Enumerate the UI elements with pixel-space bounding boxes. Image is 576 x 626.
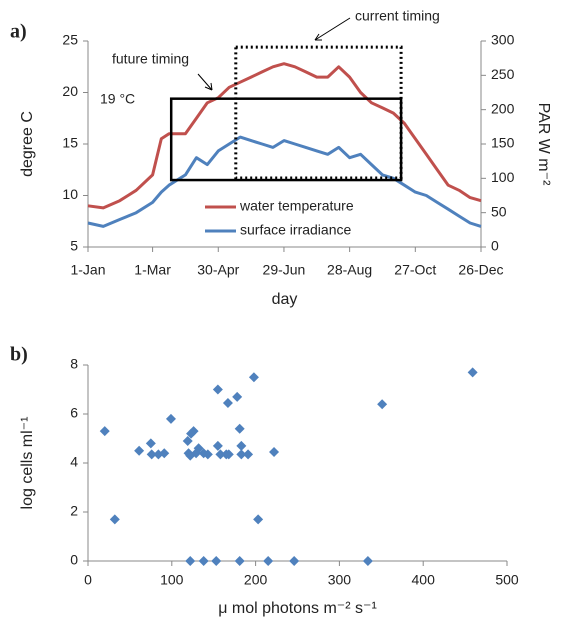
data-line bbox=[87, 62, 482, 210]
x-tick-label: 30-Apr bbox=[197, 262, 239, 278]
y-tick-label: 20 bbox=[62, 83, 78, 99]
y2-tick-label: 50 bbox=[491, 203, 507, 219]
x-tick-label: 28-Aug bbox=[327, 262, 372, 278]
y-tick-label: 0 bbox=[70, 552, 78, 568]
scatter-point bbox=[212, 440, 223, 451]
y-tick-label: 15 bbox=[62, 135, 78, 151]
box-label: future timing bbox=[112, 51, 189, 67]
scatter-point bbox=[202, 449, 213, 460]
y-axis-title: log cells ml⁻¹ bbox=[19, 417, 36, 510]
scatter-point bbox=[234, 423, 245, 434]
scatter-point bbox=[159, 448, 170, 459]
scatter-point bbox=[211, 556, 222, 566]
scatter-point bbox=[99, 426, 110, 437]
scatter-point bbox=[236, 440, 247, 451]
scatter-point bbox=[185, 556, 196, 566]
y2-tick-label: 150 bbox=[491, 135, 515, 151]
scatter-point bbox=[191, 448, 202, 459]
arrow-head bbox=[314, 33, 322, 41]
x-tick-label: 26-Dec bbox=[458, 262, 503, 278]
y2-tick-label: 200 bbox=[491, 100, 515, 116]
scatter-point bbox=[248, 372, 259, 383]
scatter-point bbox=[198, 556, 209, 566]
x-tick-label: 1-Mar bbox=[134, 262, 171, 278]
scatter-point bbox=[263, 556, 274, 566]
timing-box bbox=[234, 45, 403, 180]
scatter-point bbox=[146, 449, 157, 460]
scatter-point bbox=[234, 556, 245, 566]
x-tick-label: 100 bbox=[160, 572, 184, 588]
box-label: current timing bbox=[355, 8, 440, 24]
scatter-point bbox=[289, 556, 300, 566]
scatter-point bbox=[215, 449, 226, 460]
y-tick-label: 8 bbox=[70, 356, 78, 372]
legend-label: water temperature bbox=[239, 198, 354, 214]
scatter-point bbox=[269, 446, 280, 457]
x-tick-label: 1-Jan bbox=[70, 262, 105, 278]
y-tick-label: 4 bbox=[70, 454, 78, 470]
scatter-point bbox=[232, 391, 243, 402]
y-tick-label: 2 bbox=[70, 503, 78, 519]
y-tick-label: 5 bbox=[70, 238, 78, 254]
y2-tick-label: 0 bbox=[491, 238, 499, 254]
scatter-point bbox=[243, 449, 254, 460]
y-axis-title: degree C bbox=[19, 111, 36, 177]
x-tick-label: 500 bbox=[495, 572, 519, 588]
x-tick-label: 0 bbox=[84, 572, 92, 588]
annotation: 19 °C bbox=[100, 91, 135, 107]
box-arrow bbox=[314, 17, 351, 41]
box-arrow bbox=[197, 73, 213, 91]
scatter-point bbox=[467, 367, 478, 378]
x-tick-label: 29-Jun bbox=[263, 262, 306, 278]
scatter-point bbox=[188, 426, 199, 437]
y2-tick-label: 300 bbox=[491, 32, 515, 48]
scatter-point bbox=[182, 435, 193, 446]
panel-label: a) bbox=[10, 21, 27, 43]
y-tick-label: 25 bbox=[62, 32, 78, 48]
x-tick-label: 27-Oct bbox=[394, 262, 436, 278]
scatter-point bbox=[145, 438, 156, 449]
scatter-point bbox=[222, 397, 233, 408]
scatter-point bbox=[109, 514, 120, 525]
y2-tick-label: 100 bbox=[491, 169, 515, 185]
scatter-point bbox=[134, 445, 145, 456]
y2-tick-label: 250 bbox=[491, 66, 515, 82]
arrow-head bbox=[204, 82, 213, 91]
panel-label: b) bbox=[10, 344, 28, 366]
x-tick-label: 300 bbox=[328, 572, 352, 588]
scatter-point bbox=[223, 449, 234, 460]
timing-box bbox=[169, 97, 403, 182]
scatter-point bbox=[253, 514, 264, 525]
x-tick-label: 400 bbox=[412, 572, 436, 588]
scatter-point bbox=[362, 556, 373, 566]
x-tick-label: 200 bbox=[244, 572, 268, 588]
x-axis-title: day bbox=[272, 291, 298, 308]
y-tick-label: 10 bbox=[62, 186, 78, 202]
scatter-point bbox=[236, 449, 247, 460]
x-axis-title: μ mol photons m⁻² s⁻¹ bbox=[218, 600, 377, 617]
scatter-point bbox=[377, 399, 388, 410]
scatter-point bbox=[165, 413, 176, 424]
legend-label: surface irradiance bbox=[240, 222, 351, 238]
y-tick-label: 6 bbox=[70, 405, 78, 421]
scatter-point bbox=[212, 384, 223, 395]
y2-axis-title: PAR W m⁻² bbox=[535, 103, 552, 186]
data-line bbox=[87, 135, 482, 228]
